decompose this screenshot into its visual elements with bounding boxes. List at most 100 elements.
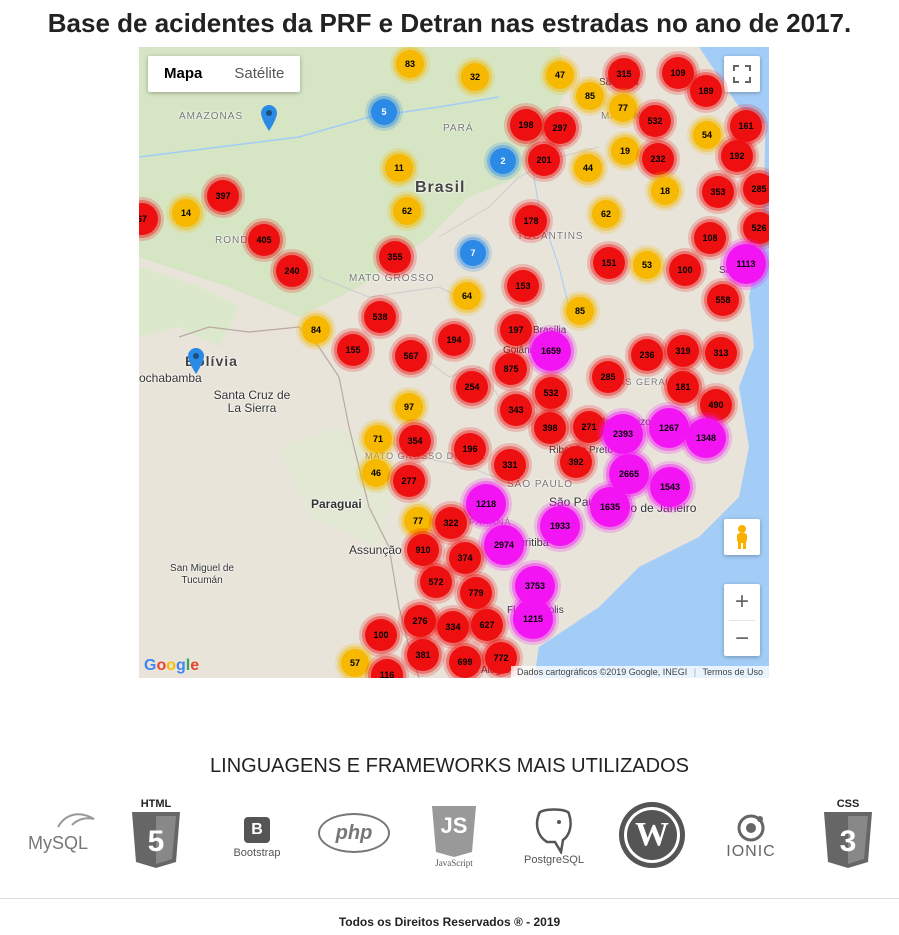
cluster-marker[interactable]: 54 xyxy=(693,121,721,149)
cluster-marker[interactable]: 232 xyxy=(642,143,674,175)
cluster-marker[interactable]: 355 xyxy=(379,241,411,273)
cluster-marker[interactable]: 2 xyxy=(490,148,516,174)
cluster-marker[interactable]: 779 xyxy=(460,577,492,609)
cluster-marker[interactable]: 2393 xyxy=(603,414,643,454)
accident-map[interactable]: Mapa Satélite + − AMAZONAS PARÁ MARANHÃO… xyxy=(139,47,769,678)
cluster-marker[interactable]: 97 xyxy=(395,393,423,421)
cluster-marker[interactable]: 84 xyxy=(302,316,330,344)
map-type-map-button[interactable]: Mapa xyxy=(164,65,203,82)
cluster-marker[interactable]: 875 xyxy=(495,353,527,385)
cluster-marker[interactable]: 277 xyxy=(393,465,425,497)
zoom-control[interactable]: + − xyxy=(724,584,760,656)
cluster-marker[interactable]: 100 xyxy=(365,619,397,651)
cluster-marker[interactable]: 271 xyxy=(573,411,605,443)
cluster-marker[interactable]: 178 xyxy=(515,205,547,237)
cluster-marker[interactable]: 353 xyxy=(702,176,734,208)
cluster-marker[interactable]: 46 xyxy=(362,459,390,487)
zoom-out-button[interactable]: − xyxy=(734,624,749,652)
cluster-marker[interactable]: 532 xyxy=(535,377,567,409)
cluster-marker[interactable]: 19 xyxy=(611,137,639,165)
cluster-marker[interactable]: 538 xyxy=(364,301,396,333)
cluster-marker[interactable]: 11 xyxy=(385,154,413,182)
cluster-marker[interactable]: 910 xyxy=(407,534,439,566)
cluster-marker[interactable]: 181 xyxy=(667,371,699,403)
cluster-marker[interactable]: 194 xyxy=(438,324,470,356)
cluster-marker[interactable]: 627 xyxy=(471,609,503,641)
cluster-marker[interactable]: 62 xyxy=(592,200,620,228)
cluster-marker[interactable]: 189 xyxy=(690,75,722,107)
zoom-in-button[interactable]: + xyxy=(734,588,749,615)
map-type-control[interactable]: Mapa Satélite xyxy=(148,56,301,92)
cluster-marker[interactable]: 108 xyxy=(694,222,726,254)
map-type-satellite-button[interactable]: Satélite xyxy=(234,65,285,82)
cluster-marker[interactable]: 1659 xyxy=(531,331,571,371)
cluster-marker[interactable]: 2974 xyxy=(484,525,524,565)
cluster-marker[interactable]: 62 xyxy=(393,197,421,225)
cluster-marker[interactable]: 398 xyxy=(534,412,566,444)
cluster-marker[interactable]: 322 xyxy=(435,507,467,539)
cluster-marker[interactable]: 1933 xyxy=(540,506,580,546)
cluster-marker[interactable]: 155 xyxy=(337,334,369,366)
cluster-marker[interactable]: 558 xyxy=(707,284,739,316)
cluster-marker[interactable]: 100 xyxy=(669,254,701,286)
cluster-marker[interactable]: 1348 xyxy=(686,418,726,458)
cluster-marker[interactable]: 567 xyxy=(395,340,427,372)
cluster-marker[interactable]: 109 xyxy=(662,57,694,89)
cluster-marker[interactable]: 77 xyxy=(609,94,637,122)
cluster-marker[interactable]: 236 xyxy=(631,339,663,371)
cluster-marker[interactable]: 285 xyxy=(743,173,769,205)
cluster-marker[interactable]: 532 xyxy=(639,105,671,137)
cluster-marker[interactable]: 1113 xyxy=(726,244,766,284)
cluster-marker[interactable]: 285 xyxy=(592,361,624,393)
cluster-marker[interactable]: 1215 xyxy=(513,599,553,639)
cluster-marker[interactable]: 526 xyxy=(743,212,769,244)
cluster-marker[interactable]: 1635 xyxy=(590,487,630,527)
cluster-marker[interactable]: 64 xyxy=(453,282,481,310)
cluster-marker[interactable]: 240 xyxy=(276,255,308,287)
cluster-marker[interactable]: 254 xyxy=(456,371,488,403)
cluster-marker[interactable]: 85 xyxy=(566,297,594,325)
cluster-marker[interactable]: 699 xyxy=(449,646,481,678)
cluster-marker[interactable]: 276 xyxy=(404,605,436,637)
cluster-marker[interactable]: 572 xyxy=(420,566,452,598)
cluster-marker[interactable]: 331 xyxy=(494,449,526,481)
fullscreen-button[interactable] xyxy=(724,56,760,92)
cluster-marker[interactable]: 71 xyxy=(364,425,392,453)
cluster-marker[interactable]: 315 xyxy=(608,58,640,90)
cluster-marker[interactable]: 397 xyxy=(207,180,239,212)
cluster-marker[interactable]: 392 xyxy=(560,446,592,478)
cluster-marker[interactable]: 83 xyxy=(396,50,424,78)
cluster-marker[interactable]: 334 xyxy=(437,611,469,643)
cluster-marker[interactable]: 1218 xyxy=(466,484,506,524)
cluster-marker[interactable]: 44 xyxy=(574,154,602,182)
cluster-marker[interactable]: 32 xyxy=(461,63,489,91)
cluster-marker[interactable]: 47 xyxy=(546,61,574,89)
cluster-marker[interactable]: 343 xyxy=(500,394,532,426)
cluster-marker[interactable]: 490 xyxy=(700,389,732,421)
cluster-marker[interactable]: 196 xyxy=(454,433,486,465)
terms-link[interactable]: Termos de Uso xyxy=(702,667,763,677)
cluster-marker[interactable]: 313 xyxy=(705,337,737,369)
cluster-marker[interactable]: 14 xyxy=(172,199,200,227)
cluster-marker[interactable]: 77 xyxy=(404,507,432,535)
cluster-marker[interactable]: 151 xyxy=(593,247,625,279)
cluster-marker[interactable]: 67 xyxy=(139,203,158,235)
cluster-marker[interactable]: 1267 xyxy=(649,408,689,448)
cluster-marker[interactable]: 192 xyxy=(721,140,753,172)
street-view-pegman[interactable] xyxy=(724,519,760,555)
cluster-marker[interactable]: 197 xyxy=(500,314,532,346)
cluster-marker[interactable]: 5 xyxy=(371,99,397,125)
cluster-marker[interactable]: 116 xyxy=(371,659,403,678)
cluster-marker[interactable]: 381 xyxy=(407,639,439,671)
cluster-marker[interactable]: 2665 xyxy=(609,454,649,494)
map-pin-icon[interactable] xyxy=(260,104,278,132)
cluster-marker[interactable]: 319 xyxy=(667,335,699,367)
cluster-marker[interactable]: 7 xyxy=(460,240,486,266)
map-pin-icon[interactable] xyxy=(187,347,205,375)
cluster-marker[interactable]: 374 xyxy=(449,542,481,574)
cluster-marker[interactable]: 1543 xyxy=(650,467,690,507)
cluster-marker[interactable]: 85 xyxy=(576,82,604,110)
cluster-marker[interactable]: 161 xyxy=(730,110,762,142)
cluster-marker[interactable]: 405 xyxy=(248,224,280,256)
cluster-marker[interactable]: 57 xyxy=(341,649,369,677)
